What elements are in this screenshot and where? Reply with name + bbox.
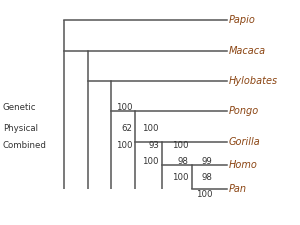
Text: 98: 98	[178, 157, 189, 166]
Text: 100: 100	[116, 103, 132, 112]
Text: 100: 100	[142, 157, 159, 166]
Text: Gorilla: Gorilla	[229, 137, 260, 147]
Text: 99: 99	[202, 157, 212, 166]
Text: 100: 100	[172, 173, 189, 182]
Text: Genetic: Genetic	[3, 103, 36, 112]
Text: 100: 100	[196, 190, 212, 199]
Text: Papio: Papio	[229, 15, 256, 25]
Text: 100: 100	[172, 141, 189, 150]
Text: Homo: Homo	[229, 160, 258, 170]
Text: Macaca: Macaca	[229, 45, 266, 56]
Text: Pongo: Pongo	[229, 106, 259, 116]
Text: 100: 100	[116, 141, 132, 150]
Text: 100: 100	[142, 124, 159, 133]
Text: Physical: Physical	[3, 124, 38, 133]
Text: 98: 98	[202, 173, 212, 182]
Text: 62: 62	[121, 124, 132, 133]
Text: Pan: Pan	[229, 184, 247, 194]
Text: Combined: Combined	[3, 141, 47, 150]
Text: 93: 93	[148, 141, 159, 150]
Text: Hylobates: Hylobates	[229, 76, 278, 86]
